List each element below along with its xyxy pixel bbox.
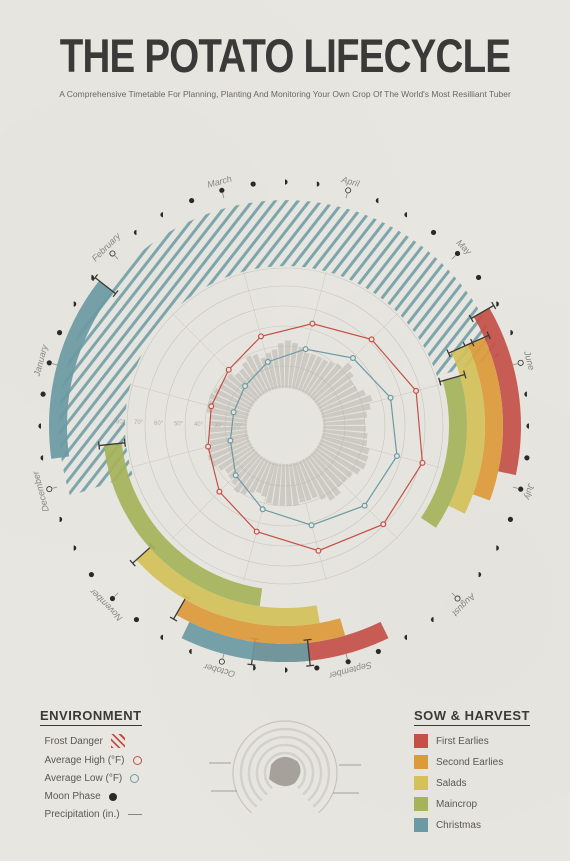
legend-sow-harvest: SOW & HARVEST First Earlies Second Earlie… [414,708,530,839]
legend-swatch [414,755,428,769]
legend-label: Maincrop [436,799,477,810]
svg-text:March: March [206,174,233,190]
legend-sow-title: SOW & HARVEST [414,708,530,726]
legend-swatch [414,734,428,748]
svg-text:November: November [87,586,124,623]
svg-text:50°: 50° [174,422,184,428]
legend-label: First Earlies [436,736,489,747]
legend-swatch [414,797,428,811]
legend-label: Second Earlies [436,757,503,768]
svg-text:June: June [522,349,537,371]
legend-label: Precipitation (in.) [45,809,120,820]
legend-label: Average High (°F) [45,755,125,766]
legend-label: Salads [436,778,467,789]
legend-environment: ENVIRONMENT Frost Danger Average High (°F… [40,708,142,839]
legend-env-item: Frost Danger [45,734,142,748]
legend-env-item: Average Low (°F) [45,773,142,784]
legend-env-item: Precipitation (in.) [45,809,142,820]
svg-text:60°: 60° [154,421,164,427]
legend-sow-item: Second Earlies [414,755,503,769]
svg-text:January: January [31,343,49,378]
legend-swatch [128,814,142,815]
svg-text:October: October [202,661,236,679]
svg-text:April: April [340,174,362,189]
legend-env-item: Average High (°F) [45,755,142,766]
legend-swatch [414,818,428,832]
legend-swatch [133,756,142,765]
legend-label: Average Low (°F) [45,773,123,784]
legend-swatch [111,734,125,748]
page-subtitle: A Comprehensive Timetable For Planning, … [0,89,570,99]
legend-label: Christmas [436,820,481,831]
legend-swatch [109,793,117,801]
legend-env-title: ENVIRONMENT [40,708,142,726]
legend-swatch [414,776,428,790]
svg-text:July: July [522,481,536,500]
legend-sow-item: Maincrop [414,797,503,811]
legend-sow-item: Christmas [414,818,503,832]
lifecycle-radial-chart: 20°30°40°50°60°70°80°JanuaryFebruaryMarc… [0,156,570,696]
legend-env-item: Moon Phase [45,791,142,802]
legend-sow-item: First Earlies [414,734,503,748]
legend-sow-item: Salads [414,776,503,790]
legend-label: Frost Danger [45,736,103,747]
page-title: THE POTATO LIFECYCLE [51,28,518,83]
legend-label: Moon Phase [45,791,101,802]
svg-text:40°: 40° [194,422,204,428]
legend-swatch [130,774,139,783]
svg-text:70°: 70° [134,420,144,426]
